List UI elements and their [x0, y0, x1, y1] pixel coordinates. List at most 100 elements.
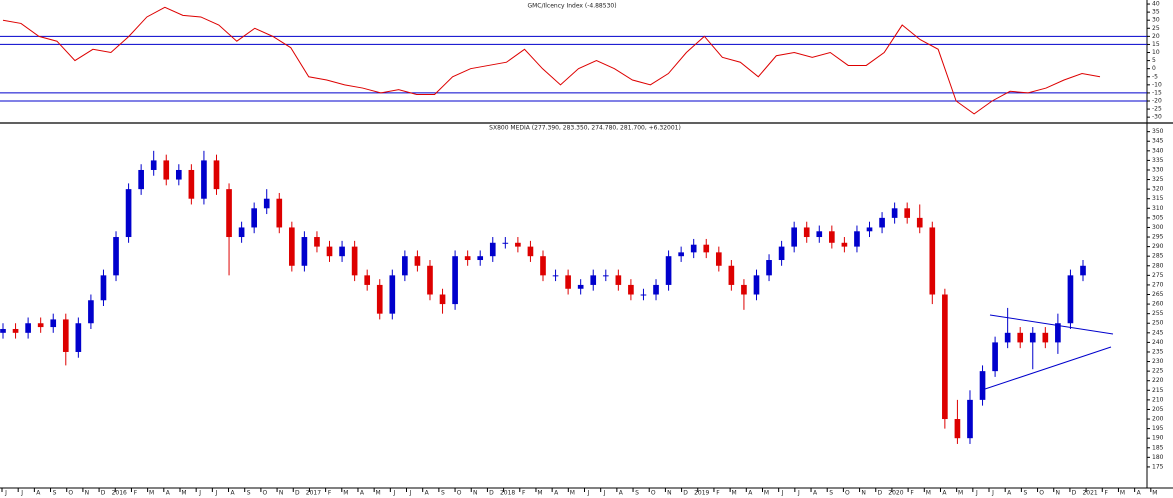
- candle-body: [1080, 265, 1086, 276]
- x-tick-label: 2016: [112, 490, 127, 497]
- candle-body: [301, 237, 308, 266]
- x-tick-label: J: [214, 490, 217, 497]
- candle-body: [150, 160, 157, 170]
- x-tick-label: N: [861, 490, 866, 497]
- y-tick-label: 225: [1152, 368, 1164, 375]
- x-tick-label: J: [20, 490, 23, 497]
- candle-body: [527, 246, 534, 257]
- x-tick-label: M: [764, 490, 769, 497]
- candle-body: [226, 189, 232, 238]
- x-tick-label: J: [198, 490, 201, 497]
- candle-body: [577, 284, 584, 289]
- x-tick-label: A: [813, 490, 818, 497]
- y-tick-label: 285: [1152, 253, 1164, 260]
- candle-body: [515, 242, 521, 247]
- candle-body: [238, 227, 245, 238]
- x-tick-label: O: [457, 490, 462, 497]
- x-tick-label: O: [68, 490, 73, 497]
- x-tick-label: M: [1152, 490, 1157, 497]
- candle-body: [351, 246, 358, 276]
- x-tick-label: M: [732, 490, 737, 497]
- x-tick-label: O: [845, 490, 850, 497]
- candle-body: [389, 275, 396, 314]
- y-tick-label: 310: [1152, 205, 1164, 212]
- y-tick-label: 250: [1152, 320, 1164, 327]
- candle-body: [628, 284, 634, 295]
- candle-body: [929, 227, 936, 295]
- x-tick-label: A: [425, 490, 430, 497]
- x-tick-label: D: [1072, 490, 1077, 497]
- x-tick-label: N: [667, 490, 672, 497]
- candle-body: [753, 275, 760, 295]
- candle-body: [402, 256, 408, 276]
- x-tick-label: M: [343, 490, 348, 497]
- x-tick-label: M: [570, 490, 575, 497]
- candle-body: [841, 242, 848, 247]
- x-tick-label: 2020: [888, 490, 903, 497]
- x-tick-label: M: [537, 490, 542, 497]
- x-tick-label: F: [328, 490, 332, 497]
- x-tick-label: S: [53, 490, 57, 497]
- y-tick-label: 305: [1152, 214, 1164, 221]
- y-tick-label: 215: [1152, 387, 1164, 394]
- y-tick-label: 300: [1152, 224, 1164, 231]
- candle-body: [477, 256, 484, 261]
- x-tick-label: 2019: [694, 490, 709, 497]
- y-tick-label: 335: [1152, 157, 1164, 164]
- candle-body: [62, 319, 69, 352]
- candle-body: [1017, 332, 1024, 343]
- candle-body: [188, 169, 195, 199]
- y-tick-label: -5: [1152, 73, 1158, 80]
- y-tick-label: -20: [1152, 97, 1162, 104]
- candle-body: [376, 284, 383, 314]
- y-tick-label: 260: [1152, 301, 1164, 308]
- y-tick-label: 35: [1152, 9, 1160, 16]
- candle-body: [1067, 275, 1074, 324]
- candle-body: [904, 208, 911, 218]
- candle-body: [75, 323, 82, 352]
- y-tick-label: 15: [1152, 41, 1160, 48]
- x-tick-label: J: [4, 490, 7, 497]
- candle-body: [715, 252, 722, 266]
- x-tick-label: M: [958, 490, 963, 497]
- y-tick-label: -10: [1152, 81, 1162, 88]
- x-tick-label: O: [651, 490, 656, 497]
- y-tick-label: 240: [1152, 339, 1164, 346]
- x-tick-label: 2018: [500, 490, 515, 497]
- y-tick-label: 340: [1152, 147, 1164, 154]
- x-tick-label: M: [149, 490, 154, 497]
- x-tick-label: J: [781, 490, 784, 497]
- x-tick-label: M: [376, 490, 381, 497]
- x-tick-label: A: [619, 490, 624, 497]
- candle-body: [37, 323, 44, 328]
- y-tick-label: 195: [1152, 425, 1164, 432]
- x-tick-label: F: [910, 490, 914, 497]
- y-tick-label: 320: [1152, 186, 1164, 193]
- y-tick-label: 280: [1152, 262, 1164, 269]
- candle-body: [163, 160, 170, 180]
- candle-body: [25, 323, 31, 333]
- candle-body: [326, 246, 333, 257]
- y-tick-label: 295: [1152, 234, 1164, 241]
- x-tick-label: A: [230, 490, 235, 497]
- y-tick-label: 270: [1152, 281, 1164, 288]
- candle-body: [138, 169, 144, 190]
- candle-body: [552, 275, 559, 277]
- x-tick-label: N: [473, 490, 478, 497]
- x-tick-label: S: [1023, 490, 1027, 497]
- candle-body: [489, 242, 496, 257]
- candle-body: [615, 275, 622, 285]
- y-tick-label: 25: [1152, 25, 1160, 32]
- candle-body: [879, 217, 885, 228]
- x-tick-label: J: [603, 490, 606, 497]
- x-tick-label: D: [295, 490, 300, 497]
- x-tick-label: M: [181, 490, 186, 497]
- candle-body: [979, 371, 986, 400]
- x-tick-label: S: [829, 490, 833, 497]
- y-tick-label: 330: [1152, 166, 1164, 173]
- y-tick-label: 40: [1152, 1, 1160, 8]
- price-title: SX800 MEDIA (277.390, 283.350, 274.780, …: [489, 125, 681, 132]
- x-tick-label: 2017: [306, 490, 321, 497]
